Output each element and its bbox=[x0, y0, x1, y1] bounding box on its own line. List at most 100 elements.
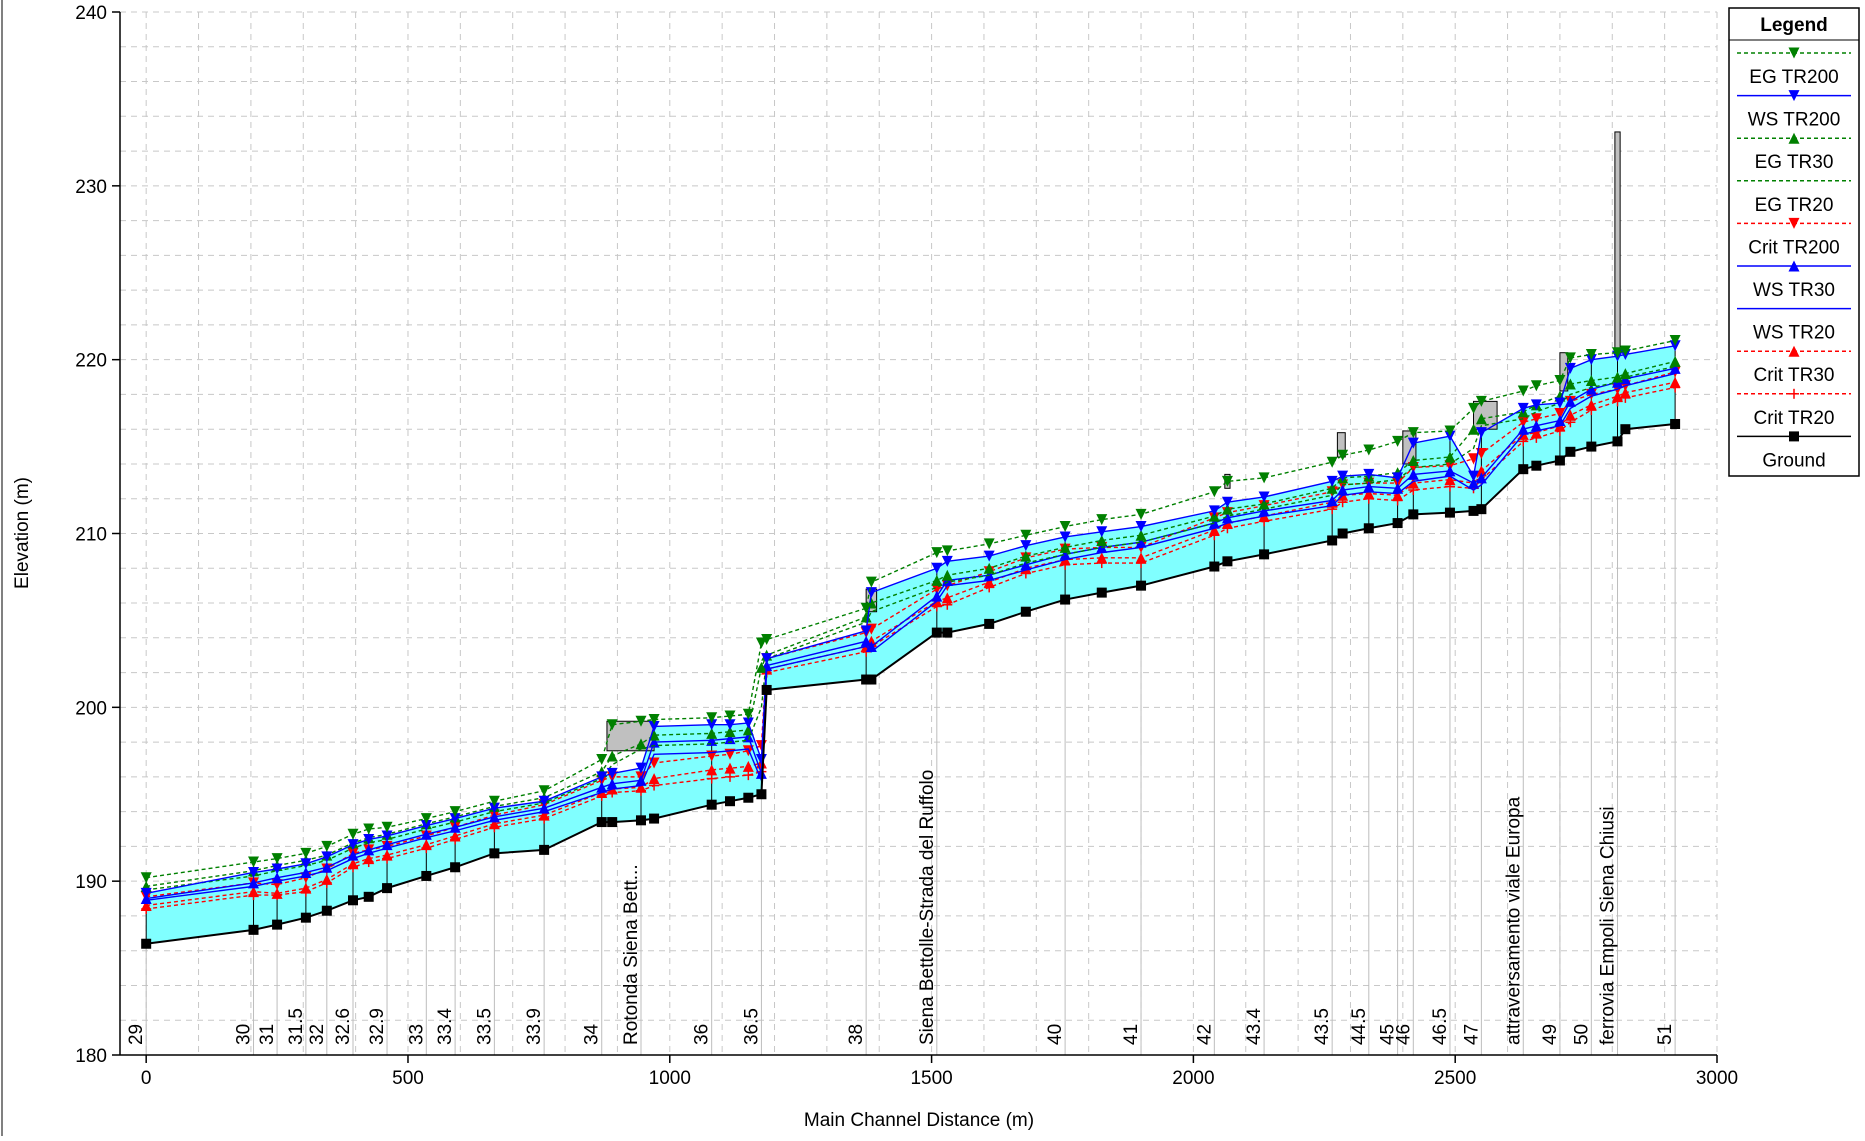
y-tick-label: 200 bbox=[75, 698, 107, 719]
marker bbox=[1407, 468, 1419, 480]
marker bbox=[649, 813, 660, 824]
marker bbox=[1059, 531, 1071, 543]
x-tick-label: 3000 bbox=[1696, 1068, 1738, 1089]
marker bbox=[1392, 518, 1403, 529]
marker bbox=[1530, 399, 1542, 411]
marker bbox=[1135, 521, 1147, 533]
marker bbox=[1517, 423, 1529, 435]
station-label: ferrovia Empoli Siena Chiusi bbox=[1598, 806, 1619, 1045]
marker bbox=[1020, 606, 1031, 617]
marker bbox=[300, 847, 312, 859]
y-tick-label: 190 bbox=[75, 872, 107, 893]
legend-label: Crit TR30 bbox=[1754, 365, 1835, 386]
x-tick-label: 500 bbox=[392, 1068, 424, 1089]
marker bbox=[538, 785, 550, 797]
station-label: 38 bbox=[846, 1024, 867, 1045]
marker bbox=[1221, 503, 1233, 515]
marker bbox=[1554, 455, 1565, 466]
bridge-deck bbox=[1614, 131, 1621, 354]
marker bbox=[1468, 453, 1480, 465]
marker bbox=[347, 849, 359, 861]
station-label: 36 bbox=[692, 1024, 713, 1045]
marker bbox=[1221, 512, 1233, 524]
marker bbox=[140, 887, 152, 899]
marker bbox=[381, 821, 393, 833]
y-tick-label: 230 bbox=[75, 177, 107, 198]
y-axis-label: Elevation (m) bbox=[12, 477, 33, 589]
marker bbox=[1059, 541, 1071, 553]
marker bbox=[1468, 402, 1480, 414]
marker bbox=[420, 813, 432, 825]
marker bbox=[941, 545, 953, 557]
marker bbox=[1612, 371, 1624, 383]
marker bbox=[941, 592, 953, 604]
marker bbox=[606, 719, 618, 731]
marker bbox=[755, 767, 767, 779]
station-label: 49 bbox=[1540, 1024, 1561, 1045]
marker bbox=[724, 762, 736, 774]
marker bbox=[1669, 335, 1681, 347]
marker bbox=[1612, 347, 1624, 359]
marker bbox=[1788, 90, 1800, 102]
marker bbox=[761, 684, 772, 695]
station-label: 51 bbox=[1655, 1024, 1676, 1045]
marker bbox=[596, 771, 608, 783]
marker bbox=[724, 726, 736, 738]
marker bbox=[1060, 594, 1071, 605]
marker bbox=[1337, 528, 1348, 539]
marker bbox=[1444, 465, 1456, 477]
marker bbox=[742, 760, 754, 772]
marker bbox=[1059, 521, 1071, 533]
marker bbox=[1475, 413, 1487, 425]
marker bbox=[488, 802, 500, 814]
legend-label: WS TR30 bbox=[1753, 280, 1835, 301]
marker bbox=[1096, 534, 1108, 546]
station-label: 36.5 bbox=[741, 1008, 762, 1045]
station-label: 30 bbox=[234, 1024, 255, 1045]
marker bbox=[931, 562, 943, 574]
station-label: 41 bbox=[1121, 1024, 1142, 1045]
marker bbox=[860, 602, 872, 614]
marker bbox=[1258, 505, 1270, 517]
marker bbox=[756, 789, 767, 800]
marker bbox=[1363, 523, 1374, 534]
marker bbox=[1258, 472, 1270, 484]
series-ground bbox=[141, 418, 1681, 949]
station-label: Rotonda Siena Bett... bbox=[621, 864, 642, 1045]
marker bbox=[866, 674, 877, 685]
marker bbox=[1363, 468, 1375, 480]
marker bbox=[363, 833, 375, 845]
marker bbox=[321, 840, 333, 852]
x-axis-label: Main Channel Distance (m) bbox=[804, 1110, 1034, 1131]
station-label: 44.5 bbox=[1349, 1008, 1370, 1045]
marker bbox=[860, 625, 872, 637]
legend-label: Crit TR20 bbox=[1754, 408, 1835, 429]
station-label: attraversamento viale Europa bbox=[1503, 796, 1524, 1045]
marker bbox=[1020, 540, 1032, 552]
marker bbox=[742, 731, 754, 743]
marker bbox=[1586, 441, 1597, 452]
marker bbox=[1530, 427, 1542, 439]
marker bbox=[321, 905, 332, 916]
marker bbox=[931, 574, 943, 586]
marker bbox=[1407, 477, 1419, 489]
marker bbox=[1258, 498, 1270, 510]
marker bbox=[1020, 550, 1032, 562]
marker bbox=[1619, 345, 1631, 357]
y-tick-label: 210 bbox=[75, 525, 107, 546]
marker bbox=[1670, 418, 1681, 429]
marker bbox=[1565, 446, 1576, 457]
marker bbox=[1135, 508, 1147, 520]
marker bbox=[1612, 436, 1623, 447]
legend-label: EG TR30 bbox=[1755, 152, 1834, 173]
marker bbox=[648, 729, 660, 741]
marker bbox=[363, 853, 375, 865]
marker bbox=[248, 924, 259, 935]
x-tick-label: 1000 bbox=[649, 1068, 691, 1089]
marker bbox=[1208, 524, 1220, 536]
marker bbox=[931, 627, 942, 638]
marker bbox=[635, 774, 647, 786]
marker bbox=[1788, 345, 1800, 357]
